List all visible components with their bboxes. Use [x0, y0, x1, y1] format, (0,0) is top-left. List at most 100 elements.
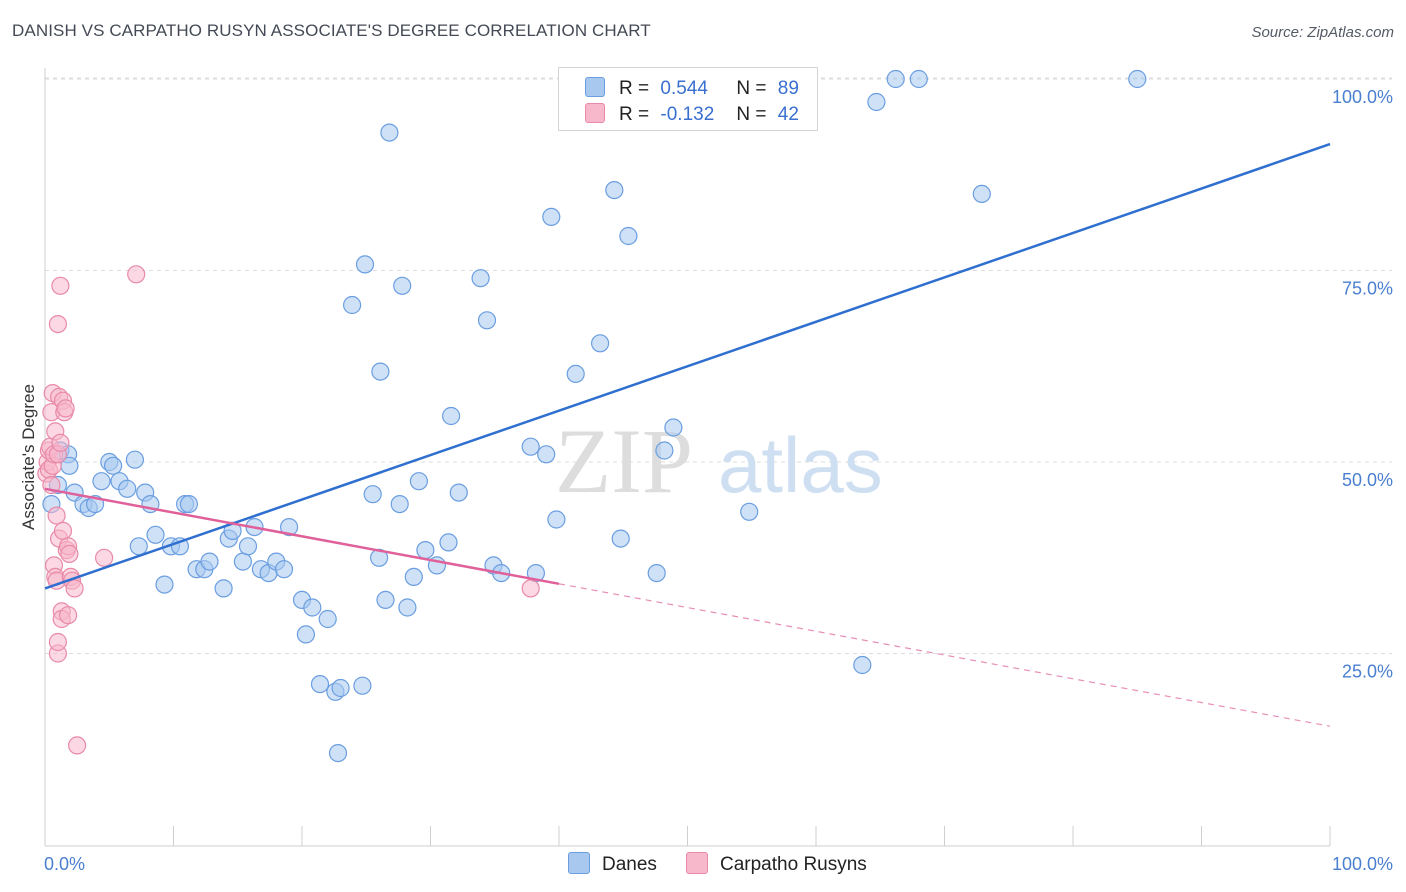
- legend-n-label-danes: N =: [736, 78, 767, 99]
- danes-trendline: [44, 142, 1331, 590]
- danes-point-76: [611, 529, 630, 548]
- danes-point-45: [331, 678, 350, 698]
- danes-point-48: [355, 255, 375, 274]
- y-axis-title: Associate's Degree: [19, 384, 38, 530]
- danes-point-75: [605, 181, 624, 200]
- bottom-legend-danes: Danes: [568, 852, 657, 876]
- danes-point-37: [280, 517, 299, 537]
- rusyn-point-22: [51, 276, 70, 295]
- rusyn-point-37: [94, 548, 114, 567]
- trendlines: [44, 142, 1331, 727]
- rusyn-points: [37, 265, 540, 755]
- danes-point-73: [566, 364, 585, 383]
- danes-point-54: [390, 495, 409, 514]
- bottom-legend-label-rusyns: Carpatho Rusyns: [720, 854, 867, 875]
- chart-title: DANISH VS CARPATHO RUSYN ASSOCIATE'S DEG…: [12, 21, 651, 40]
- rusyn-trendline-dashed: [558, 583, 1331, 727]
- rusyn-point-38: [127, 265, 146, 284]
- danes-point-41: [310, 674, 330, 694]
- danes-point-56: [398, 598, 417, 617]
- rusyn-trendline-solid: [44, 487, 560, 586]
- legend-swatch-danes: [585, 77, 605, 97]
- danes-point-62: [442, 406, 461, 426]
- rusyn-point-36: [67, 736, 87, 755]
- danes-point-77: [619, 226, 638, 246]
- danes-point-86: [909, 69, 928, 89]
- danes-point-23: [179, 495, 198, 514]
- danes-point-59: [416, 540, 435, 560]
- danes-point-44: [328, 743, 348, 763]
- danes-point-55: [393, 276, 412, 295]
- x-tick-label-min: 0.0%: [44, 854, 85, 874]
- watermark: ZIP atlas: [555, 410, 883, 512]
- legend-n-label-rusyns: N =: [736, 104, 767, 125]
- danes-point-26: [200, 552, 219, 571]
- legend-r-label-rusyns: R =: [619, 104, 650, 125]
- danes-point-81: [740, 502, 759, 521]
- danes-point-87: [972, 184, 991, 203]
- danes-point-85: [886, 69, 905, 89]
- danes-point-15: [129, 537, 148, 556]
- danes-point-78: [647, 563, 666, 583]
- danes-point-65: [477, 311, 497, 330]
- rusyn-point-14: [47, 506, 66, 525]
- bottom-legend-label-danes: Danes: [602, 854, 657, 875]
- danes-point-27: [214, 579, 233, 598]
- rusyn-point-18: [48, 315, 68, 334]
- danes-point-71: [542, 207, 561, 226]
- danes-point-13: [118, 479, 137, 498]
- danes-point-53: [380, 123, 399, 142]
- danes-point-72: [547, 510, 566, 529]
- danes-point-63: [449, 483, 468, 502]
- y-tick-label-25: 25.0%: [1342, 662, 1393, 682]
- danes-point-80: [664, 418, 683, 437]
- danes-point-70: [537, 445, 556, 464]
- tick-labels: 25.0% 50.0% 75.0% 100.0% 0.0% 100.0% Associate…: [19, 87, 1393, 874]
- legend-r-label-danes: R =: [619, 78, 650, 99]
- x-tick-label-max: 100.0%: [1332, 854, 1393, 874]
- legend-r-value-danes: 0.544: [660, 78, 708, 99]
- danes-point-19: [155, 575, 174, 594]
- danes-point-79: [655, 441, 674, 460]
- danes-point-83: [853, 655, 872, 675]
- danes-point-74: [590, 334, 610, 353]
- y-tick-label-100: 100.0%: [1332, 87, 1393, 107]
- danes-point-18: [146, 525, 165, 544]
- rusyn-point-39: [521, 579, 540, 598]
- danes-point-88: [1128, 69, 1147, 89]
- danes-point-61: [439, 533, 458, 552]
- bottom-legend-swatch-rusyns: [686, 852, 708, 874]
- danes-point-14: [125, 450, 144, 469]
- y-tick-label-75: 75.0%: [1342, 279, 1393, 299]
- danes-point-58: [409, 472, 428, 491]
- danes-point-40: [303, 598, 322, 617]
- danes-point-57: [404, 567, 423, 587]
- danes-point-36: [274, 560, 294, 579]
- danes-point-46: [343, 295, 362, 315]
- danes-point-9: [92, 472, 111, 491]
- legend-n-value-rusyns: 42: [777, 104, 799, 125]
- rusyn-point-26: [53, 521, 73, 541]
- watermark-atlas: atlas: [718, 421, 883, 509]
- rusyn-point-32: [60, 544, 79, 564]
- rusyn-point-35: [65, 579, 84, 598]
- danes-point-64: [471, 269, 490, 288]
- bottom-legend-rusyns: Carpatho Rusyns: [686, 852, 867, 876]
- danes-point-30: [233, 552, 252, 571]
- rusyn-point-30: [58, 606, 78, 625]
- danes-point-49: [363, 485, 382, 504]
- bottom-legend-swatch-danes: [568, 852, 590, 874]
- rusyn-point-16: [48, 632, 68, 652]
- danes-point-47: [353, 676, 372, 695]
- danes-point-51: [371, 362, 390, 381]
- danes-point-68: [521, 437, 540, 456]
- legend-r-value-rusyns: -0.132: [660, 104, 715, 125]
- danes-point-11: [103, 456, 123, 475]
- danes-point-42: [318, 609, 337, 629]
- danes-points: [42, 69, 1147, 763]
- danes-point-52: [376, 590, 395, 610]
- y-tick-label-50: 50.0%: [1342, 470, 1393, 490]
- source-label: Source: ZipAtlas.com: [1251, 24, 1394, 41]
- rusyn-point-21: [51, 433, 70, 452]
